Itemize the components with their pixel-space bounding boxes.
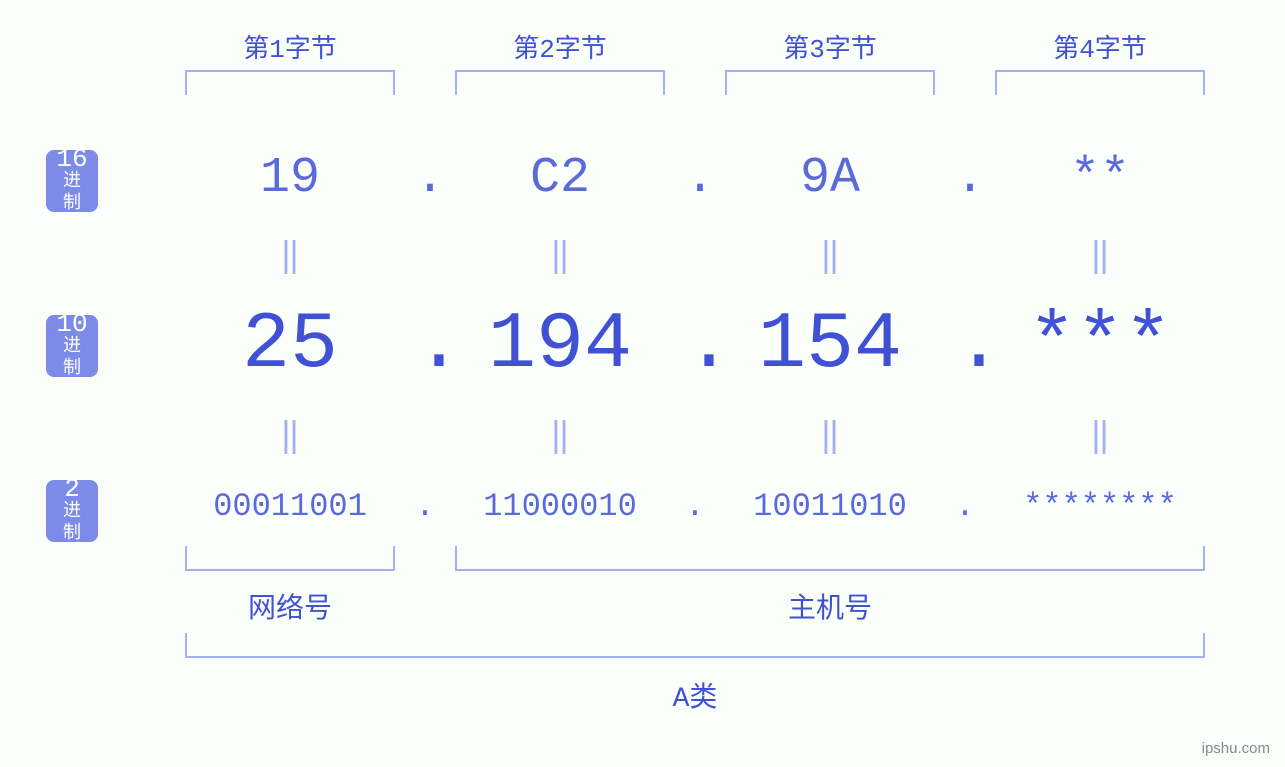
hex-byte-3: 9A	[705, 150, 955, 207]
hex-byte-2: C2	[435, 150, 685, 207]
host-bracket	[455, 546, 1205, 571]
byte-header-1: 第1字节	[165, 28, 415, 65]
equals: ‖	[975, 415, 1225, 457]
equals: ‖	[435, 235, 685, 277]
top-bracket-3	[725, 70, 935, 95]
dec-row: 25 . 194 . 154 . ***	[165, 300, 1225, 391]
bin-row: 00011001 . 11000010 . 10011010 . *******…	[165, 488, 1225, 525]
base-num: 16	[56, 146, 87, 172]
equals-row-2: ‖ ‖ ‖ ‖	[165, 415, 1225, 457]
bin-byte-4: ********	[975, 488, 1225, 525]
separator: .	[415, 150, 435, 207]
separator: .	[415, 488, 435, 525]
byte-header-2: 第2字节	[435, 28, 685, 65]
base-text: 进制	[58, 172, 86, 215]
ip-address-diagram: 第1字节 第2字节 第3字节 第4字节 16 进制 10 进制 2 进制 19 …	[0, 0, 1285, 767]
hex-byte-1: 19	[165, 150, 415, 207]
hex-byte-4: **	[975, 150, 1225, 207]
equals: ‖	[705, 235, 955, 277]
separator: .	[955, 150, 975, 207]
bin-byte-1: 00011001	[165, 488, 415, 525]
base-label-bin: 2 进制	[46, 480, 98, 542]
byte-header-4: 第4字节	[975, 28, 1225, 65]
network-label: 网络号	[165, 586, 415, 626]
equals: ‖	[435, 415, 685, 457]
host-label: 主机号	[455, 586, 1205, 626]
separator: .	[685, 488, 705, 525]
dec-byte-4: ***	[975, 300, 1225, 391]
separator: .	[955, 488, 975, 525]
class-bracket	[185, 633, 1205, 658]
byte-header-3: 第3字节	[705, 28, 955, 65]
separator: .	[685, 150, 705, 207]
top-bracket-4	[995, 70, 1205, 95]
base-text: 进制	[58, 337, 86, 380]
equals-row-1: ‖ ‖ ‖ ‖	[165, 235, 1225, 277]
equals: ‖	[705, 415, 955, 457]
network-bracket	[185, 546, 395, 571]
separator: .	[955, 300, 975, 391]
top-bracket-1	[185, 70, 395, 95]
equals: ‖	[975, 235, 1225, 277]
base-label-hex: 16 进制	[46, 150, 98, 212]
dec-byte-2: 194	[435, 300, 685, 391]
watermark: ipshu.com	[1202, 740, 1270, 757]
bin-byte-2: 11000010	[435, 488, 685, 525]
equals: ‖	[165, 235, 415, 277]
class-label: A类	[185, 675, 1205, 715]
dec-byte-3: 154	[705, 300, 955, 391]
hex-row: 19 . C2 . 9A . **	[165, 150, 1225, 207]
top-bracket-2	[455, 70, 665, 95]
bin-byte-3: 10011010	[705, 488, 955, 525]
equals: ‖	[165, 415, 415, 457]
base-label-dec: 10 进制	[46, 315, 98, 377]
dec-byte-1: 25	[165, 300, 415, 391]
base-text: 进制	[58, 502, 86, 545]
base-num: 2	[64, 476, 80, 502]
base-num: 10	[56, 311, 87, 337]
separator: .	[415, 300, 435, 391]
separator: .	[685, 300, 705, 391]
